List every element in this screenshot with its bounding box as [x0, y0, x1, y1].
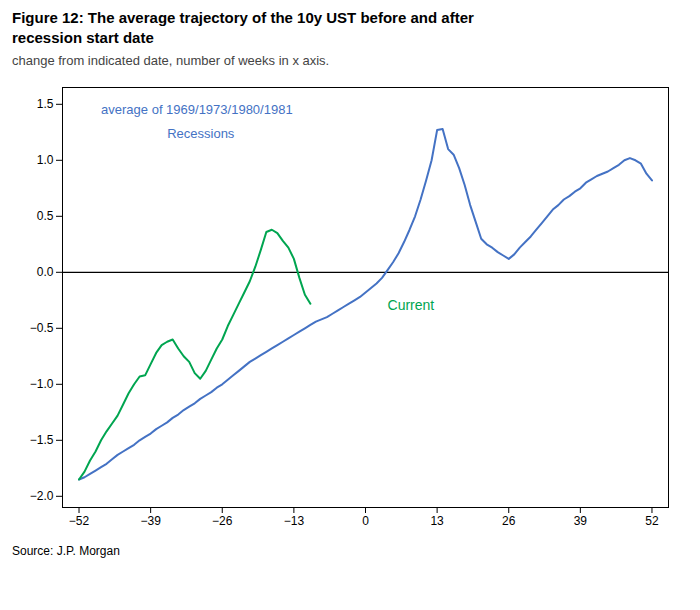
svg-text:1.5: 1.5 — [37, 97, 54, 111]
svg-text:average of 1969/1973/1980/1981: average of 1969/1973/1980/1981 — [101, 102, 293, 117]
svg-text:0.5: 0.5 — [37, 209, 54, 223]
html-text:Figure 12: The average traject: Figure 12: The average trajectory of the… — [12, 9, 474, 46]
svg-text:52: 52 — [645, 514, 659, 528]
svg-text:Recessions: Recessions — [167, 126, 235, 141]
svg-text:−1.0: −1.0 — [30, 377, 54, 391]
svg-text:−13: −13 — [284, 514, 305, 528]
svg-text:0.0: 0.0 — [37, 265, 54, 279]
svg-text:−2.0: −2.0 — [30, 489, 54, 503]
svg-text:26: 26 — [502, 514, 516, 528]
html-text:change from indicated date, nu: change from indicated date, number of we… — [12, 53, 330, 68]
html-text:Source: J.P. Morgan: Source: J.P. Morgan — [12, 544, 120, 558]
svg-text:−26: −26 — [212, 514, 233, 528]
svg-text:13: 13 — [430, 514, 444, 528]
svg-text:−39: −39 — [140, 514, 161, 528]
svg-text:Current: Current — [388, 297, 435, 313]
svg-text:−1.5: −1.5 — [30, 433, 54, 447]
svg-text:1.0: 1.0 — [37, 153, 54, 167]
svg-text:39: 39 — [574, 514, 588, 528]
svg-text:0: 0 — [362, 514, 369, 528]
svg-text:−52: −52 — [69, 514, 90, 528]
svg-text:−0.5: −0.5 — [30, 321, 54, 335]
